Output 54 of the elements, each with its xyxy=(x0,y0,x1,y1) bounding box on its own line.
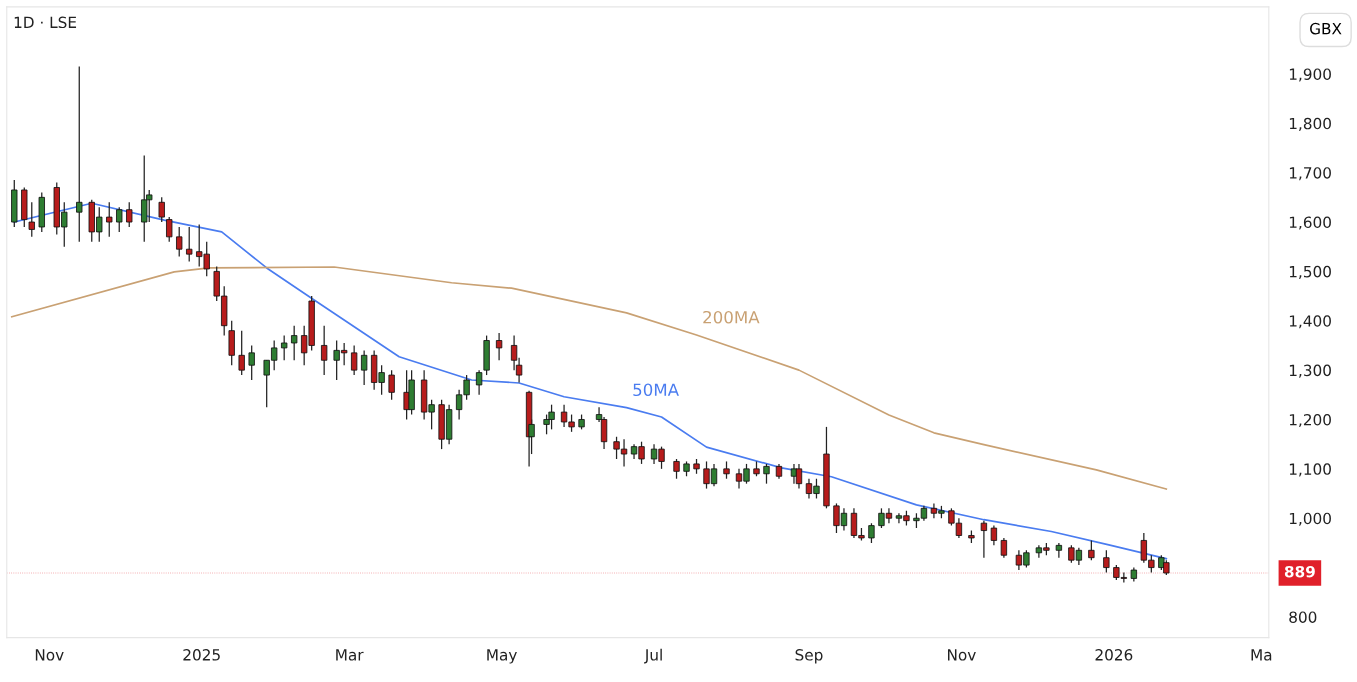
candlestick xyxy=(868,522,875,544)
x-tick-label: Mar xyxy=(336,649,364,661)
x-tick-label: Jul xyxy=(644,648,662,664)
y-axis-title: GBX xyxy=(1310,22,1342,35)
series-label: 200MA xyxy=(703,310,760,324)
x-tick-label: Sep xyxy=(795,649,823,664)
x-tick-label: May xyxy=(487,649,517,664)
y-tick-label: 1,900 xyxy=(1289,68,1331,82)
candlestick xyxy=(281,334,288,361)
candlestick xyxy=(76,65,83,243)
candlestick xyxy=(795,463,803,490)
candlestick xyxy=(320,325,328,376)
candlestick xyxy=(763,463,770,485)
y-tick-label: 1,200 xyxy=(1289,413,1331,428)
y-tick-label: 1,500 xyxy=(1289,265,1331,279)
candlestick xyxy=(1055,542,1063,559)
candlestick xyxy=(990,524,998,546)
x-tick-label: 2025 xyxy=(183,649,220,661)
candlestick xyxy=(126,201,133,228)
x-tick-label: 2026 xyxy=(1095,649,1133,661)
candlestick xyxy=(673,458,680,480)
y-tick-label: 1,600 xyxy=(1289,216,1331,230)
candlestick xyxy=(388,369,395,401)
y-tick-label: 1,100 xyxy=(1289,463,1331,477)
candlestick xyxy=(116,206,123,233)
candlestick xyxy=(186,226,193,263)
y-tick-label: 1,800 xyxy=(1289,117,1331,131)
series-label: 50MA xyxy=(633,383,679,397)
y-tick-label: 1,400 xyxy=(1289,315,1331,329)
candlestick xyxy=(495,332,503,361)
text: 1D · LSE xyxy=(14,16,77,29)
candlestick xyxy=(166,216,173,243)
x-tick-label: Nov xyxy=(35,649,64,661)
candlestick xyxy=(1088,539,1095,561)
candlestick xyxy=(291,325,298,361)
candlestick xyxy=(475,369,483,396)
candlestick xyxy=(106,201,113,238)
candlestick xyxy=(158,196,165,223)
ref-line-label: 889 xyxy=(1284,565,1315,578)
candlestick xyxy=(248,344,255,381)
candlestick xyxy=(980,520,988,559)
x-tick-label: Nov xyxy=(948,649,976,661)
y-tick-label: 1,300 xyxy=(1289,364,1331,378)
y-tick-label: 800 xyxy=(1289,611,1317,623)
candlestick xyxy=(1000,537,1008,559)
candlestick xyxy=(176,226,183,258)
candlestick xyxy=(28,201,35,238)
y-tick-label: 1,700 xyxy=(1289,167,1331,181)
candlestick xyxy=(350,344,358,376)
y-tick-label: 1,000 xyxy=(1289,512,1331,526)
candlestick xyxy=(238,330,245,376)
candlestick xyxy=(1103,549,1110,574)
candlestick xyxy=(360,349,368,386)
x-tick-label: Ma xyxy=(1251,649,1272,661)
